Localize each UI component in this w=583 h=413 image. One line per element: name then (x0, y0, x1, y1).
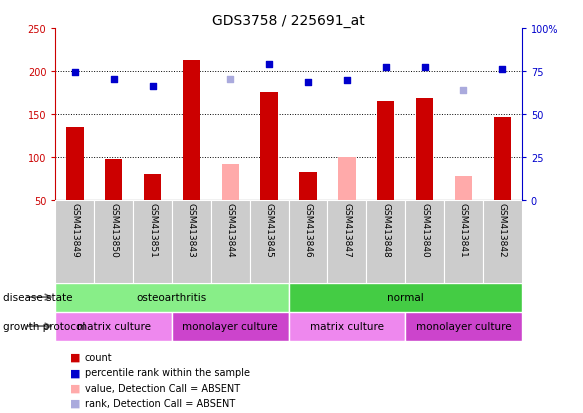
Point (265, 62, 274, 68)
Bar (338, 157, 356, 200)
Bar (55, 200, 94, 283)
Text: normal: normal (387, 292, 424, 302)
Point (148, 83, 157, 90)
Bar (105, 160, 122, 200)
Text: GSM413840: GSM413840 (420, 203, 429, 257)
Text: growth protocol: growth protocol (3, 321, 85, 331)
Text: monolayer culture: monolayer culture (182, 321, 278, 331)
Text: GSM413847: GSM413847 (342, 203, 352, 257)
Text: GSM413844: GSM413844 (226, 203, 235, 257)
Bar (289, 283, 522, 312)
Point (70, 69, 79, 76)
Text: GSM413848: GSM413848 (381, 203, 390, 257)
Bar (261, 93, 278, 200)
Bar (66, 128, 83, 200)
Text: matrix culture: matrix culture (77, 321, 150, 331)
Bar (299, 173, 317, 200)
Text: value, Detection Call = ABSENT: value, Detection Call = ABSENT (85, 383, 240, 393)
Bar (250, 200, 289, 283)
Bar (455, 176, 472, 200)
Bar (416, 99, 433, 200)
Text: GSM413841: GSM413841 (459, 203, 468, 257)
Bar (211, 200, 250, 283)
Point (420, 64, 429, 71)
Text: GSM413850: GSM413850 (109, 203, 118, 258)
Text: rank, Detection Call = ABSENT: rank, Detection Call = ABSENT (85, 398, 235, 408)
Text: disease state: disease state (3, 292, 72, 302)
Text: ■: ■ (70, 368, 80, 377)
Bar (133, 200, 172, 283)
Bar (494, 118, 511, 200)
Text: GSM413846: GSM413846 (304, 203, 312, 257)
Point (303, 80, 312, 86)
Text: matrix culture: matrix culture (310, 321, 384, 331)
Bar (328, 200, 366, 283)
Title: GDS3758 / 225691_at: GDS3758 / 225691_at (212, 14, 365, 28)
Bar (289, 200, 328, 283)
Text: percentile rank within the sample: percentile rank within the sample (85, 368, 250, 377)
Text: GSM413849: GSM413849 (71, 203, 79, 257)
Point (226, 76, 235, 83)
Bar (483, 200, 522, 283)
Point (459, 87, 468, 94)
Bar (55, 283, 289, 312)
Point (342, 78, 352, 85)
Text: GSM413842: GSM413842 (498, 203, 507, 257)
Text: count: count (85, 352, 112, 362)
Text: monolayer culture: monolayer culture (416, 321, 511, 331)
Text: ■: ■ (70, 398, 80, 408)
Bar (182, 61, 200, 200)
Point (109, 76, 118, 83)
Text: ■: ■ (70, 352, 80, 362)
Bar (444, 200, 483, 283)
Bar (405, 312, 522, 341)
Bar (55, 312, 172, 341)
Bar (172, 312, 289, 341)
Bar (366, 200, 405, 283)
Point (381, 64, 391, 71)
Bar (377, 102, 395, 200)
Text: GSM413843: GSM413843 (187, 203, 196, 257)
Text: osteoarthritis: osteoarthritis (137, 292, 207, 302)
Text: GSM413851: GSM413851 (148, 203, 157, 258)
Bar (289, 312, 405, 341)
Bar (144, 175, 161, 200)
Bar (222, 164, 239, 200)
Bar (405, 200, 444, 283)
Bar (94, 200, 133, 283)
Point (498, 67, 507, 74)
Bar (172, 200, 211, 283)
Text: ■: ■ (70, 383, 80, 393)
Text: GSM413845: GSM413845 (265, 203, 273, 257)
